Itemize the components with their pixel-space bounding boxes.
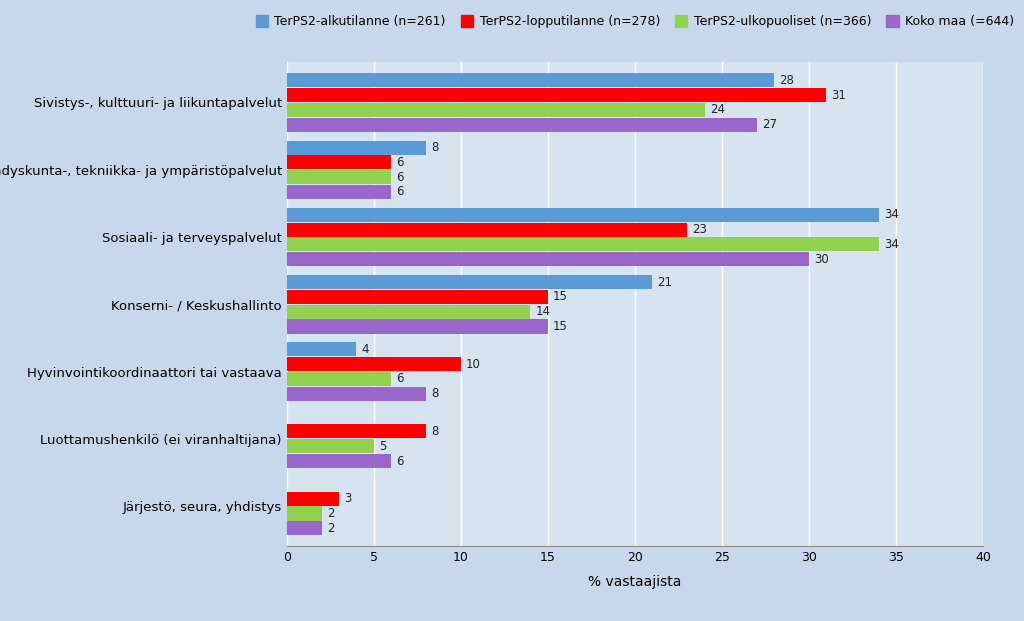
Text: 23: 23 xyxy=(692,223,708,236)
Bar xyxy=(287,319,548,333)
Bar xyxy=(287,387,426,401)
Text: 15: 15 xyxy=(553,291,568,304)
Bar xyxy=(287,439,374,453)
Bar xyxy=(287,88,826,102)
Bar xyxy=(287,237,879,252)
Bar xyxy=(287,185,391,199)
Bar xyxy=(287,305,530,319)
Bar xyxy=(287,372,391,386)
Bar xyxy=(287,342,356,356)
Text: 10: 10 xyxy=(466,358,481,371)
Text: 6: 6 xyxy=(396,186,403,199)
Bar xyxy=(287,208,879,222)
Text: 15: 15 xyxy=(553,320,568,333)
Text: 30: 30 xyxy=(814,253,829,266)
Text: 3: 3 xyxy=(344,492,351,505)
Text: 31: 31 xyxy=(831,89,847,102)
Text: 8: 8 xyxy=(431,388,438,401)
Bar xyxy=(287,275,652,289)
Text: 24: 24 xyxy=(710,103,725,116)
Text: 5: 5 xyxy=(379,440,386,453)
Text: 27: 27 xyxy=(762,118,777,131)
Text: 21: 21 xyxy=(657,276,673,289)
Bar xyxy=(287,507,322,520)
Text: 28: 28 xyxy=(779,74,795,87)
Text: 4: 4 xyxy=(361,343,369,356)
Text: 6: 6 xyxy=(396,455,403,468)
Bar xyxy=(287,117,757,132)
Bar xyxy=(287,170,391,184)
Bar xyxy=(287,103,705,117)
Text: 6: 6 xyxy=(396,171,403,184)
Text: 2: 2 xyxy=(327,507,334,520)
Text: 14: 14 xyxy=(536,305,551,318)
Text: 8: 8 xyxy=(431,425,438,438)
Bar xyxy=(287,140,426,155)
Bar xyxy=(287,492,339,505)
Text: 6: 6 xyxy=(396,373,403,386)
Text: 34: 34 xyxy=(884,208,899,221)
Bar xyxy=(287,222,687,237)
Bar xyxy=(287,290,548,304)
X-axis label: % vastaajista: % vastaajista xyxy=(588,576,682,589)
Text: 8: 8 xyxy=(431,141,438,154)
Legend: TerPS2-alkutilanne (n=261), TerPS2-lopputilanne (n=278), TerPS2-ulkopuoliset (n=: TerPS2-alkutilanne (n=261), TerPS2-loppu… xyxy=(251,10,1019,34)
Bar xyxy=(287,155,391,170)
Bar xyxy=(287,424,426,438)
Bar xyxy=(287,252,809,266)
Bar xyxy=(287,521,322,535)
Bar xyxy=(287,454,391,468)
Bar xyxy=(287,357,461,371)
Text: 34: 34 xyxy=(884,238,899,251)
Bar xyxy=(287,73,774,88)
Text: 2: 2 xyxy=(327,522,334,535)
Text: 6: 6 xyxy=(396,156,403,169)
